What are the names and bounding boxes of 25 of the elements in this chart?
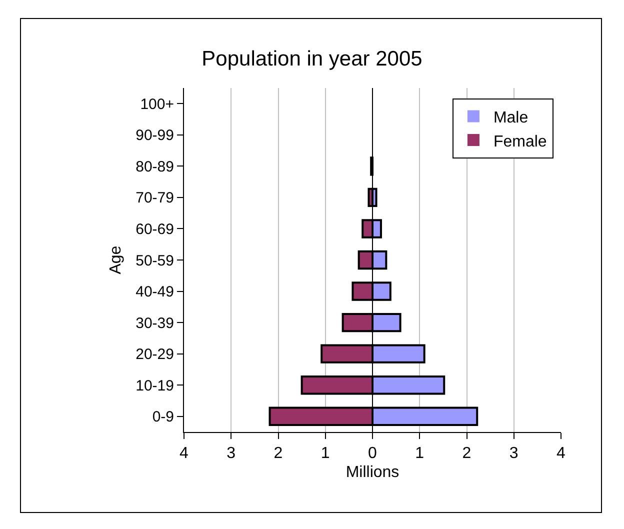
x-tick-label: 2 — [274, 445, 283, 462]
y-tick-label: 40-49 — [136, 284, 174, 301]
y-tick-label: 20-29 — [136, 346, 174, 364]
y-tick-label: 90-99 — [136, 127, 174, 144]
x-tick-label: 3 — [226, 445, 236, 462]
x-tick-label: 3 — [509, 445, 518, 462]
x-tick-label: 1 — [415, 445, 424, 462]
legend-label: Male — [493, 109, 528, 126]
x-tick-label: 4 — [556, 445, 566, 462]
y-tick-label: 70-79 — [136, 190, 174, 207]
y-tick-label: 10-19 — [136, 377, 174, 394]
y-tick-label: 30-39 — [136, 314, 174, 332]
y-tick-label: 50-59 — [136, 252, 174, 270]
x-tick-label: 2 — [462, 445, 472, 462]
legend-label: Female — [493, 133, 547, 150]
x-tick-label: 4 — [180, 445, 189, 462]
y-tick-label: 60-69 — [136, 220, 174, 238]
x-tick-label: 1 — [320, 445, 330, 462]
y-tick-label: 80-89 — [136, 158, 174, 176]
x-axis-title: Millions — [346, 464, 400, 481]
y-tick-label: 100+ — [140, 96, 174, 113]
x-tick-label: 0 — [368, 445, 378, 462]
y-tick-label: 0-9 — [152, 408, 174, 426]
y-axis-title: Age — [108, 246, 125, 274]
chart-title: Population in year 2005 — [202, 48, 422, 71]
